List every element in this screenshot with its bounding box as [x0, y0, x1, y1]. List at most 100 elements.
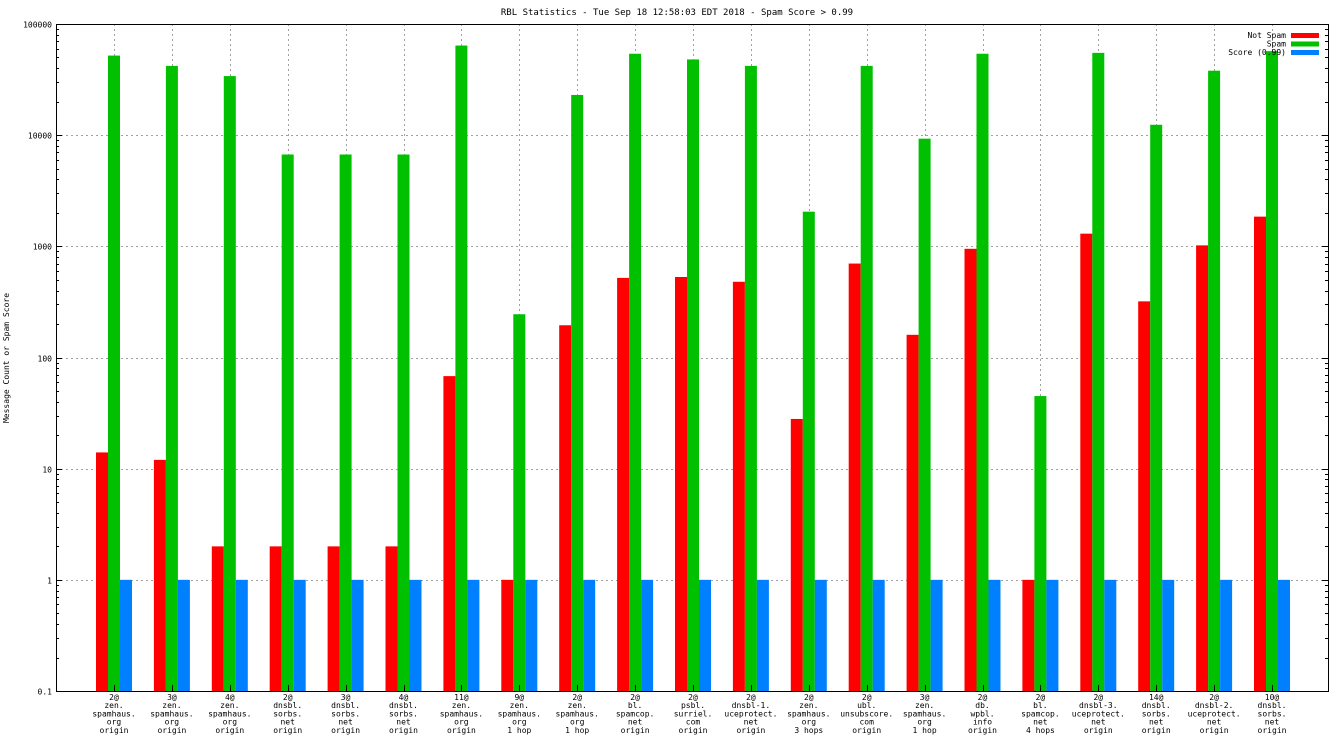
x-tick-label: 2@ bl. spamcop. net 4 hops — [1021, 693, 1060, 735]
axis-ticks: 0.1 1 10 100 1000 10000 100000 — [23, 21, 1328, 697]
bar-spam — [281, 154, 294, 692]
bar-score-0-99 — [351, 579, 364, 691]
y-tick-label: 0.1 — [38, 688, 53, 697]
bars — [96, 45, 1290, 692]
bar-not-spam — [1254, 216, 1266, 691]
bar-not-spam — [269, 546, 282, 691]
bar-spam — [802, 211, 815, 691]
bar-score-0-99 — [1104, 579, 1117, 691]
bar-not-spam — [1196, 245, 1209, 692]
bar-not-spam — [675, 276, 687, 691]
bar-score-0-99 — [177, 579, 190, 691]
bar-score-0-99 — [120, 579, 132, 691]
bar-score-0-99 — [467, 579, 480, 691]
bar-score-0-99 — [583, 579, 596, 691]
x-tick-label: 2@ dnsbl-2. uceprotect. net origin — [1188, 693, 1241, 735]
bar-not-spam — [617, 277, 630, 691]
bar-not-spam — [906, 334, 919, 691]
bar-spam — [1266, 51, 1278, 692]
bar-spam — [165, 65, 178, 691]
bar-score-0-99 — [930, 579, 943, 691]
bar-spam — [976, 53, 989, 691]
bar-not-spam — [1080, 233, 1093, 691]
y-tick-label: 1 — [47, 577, 52, 586]
bar-score-0-99 — [814, 579, 827, 691]
bar-score-0-99 — [988, 579, 1001, 691]
bar-not-spam — [732, 281, 745, 691]
bar-not-spam — [96, 452, 108, 691]
x-tick-label: 2@ dnsbl-3. uceprotect. net origin — [1072, 693, 1125, 735]
bar-score-0-99 — [699, 579, 711, 691]
bar-spam — [108, 55, 120, 691]
legend-swatch — [1291, 50, 1319, 55]
bar-not-spam — [501, 579, 514, 691]
y-tick-label: 1000 — [33, 243, 52, 252]
y-axis-label: Message Count or Spam Score — [2, 293, 11, 423]
bar-spam — [1034, 396, 1047, 691]
bar-score-0-99 — [525, 579, 538, 691]
bar-not-spam — [559, 325, 572, 691]
bar-spam — [860, 65, 873, 691]
bar-not-spam — [327, 546, 340, 691]
bar-spam — [339, 154, 352, 692]
x-tick-label: 2@ db. wpbl. info origin — [968, 693, 997, 735]
x-tick-label: 4@ zen. spamhaus. org origin — [208, 693, 251, 735]
x-tick-label: 2@ dnsbl. sorbs. net origin — [273, 693, 302, 735]
x-tick-label: 3@ zen. spamhaus. org origin — [150, 693, 193, 735]
bar-spam — [918, 138, 931, 692]
y-tick-label: 10 — [42, 466, 52, 475]
x-tick-label: 2@ zen. spamhaus. org origin — [92, 693, 135, 735]
x-tick-label: 14@ dnsbl. sorbs. net origin — [1142, 693, 1171, 735]
bar-not-spam — [848, 263, 861, 691]
legend-label: Not Spam — [1247, 31, 1286, 40]
bar-spam — [397, 154, 410, 692]
bar-spam — [513, 314, 526, 691]
legend-swatch — [1291, 41, 1319, 47]
x-tick-label: 2@ dnsbl-1. uceprotect. net origin — [724, 693, 777, 735]
x-tick-label: 3@ dnsbl. sorbs. net origin — [331, 693, 360, 735]
legend-label: Spam — [1267, 40, 1286, 49]
bar-spam — [687, 59, 699, 691]
legend-swatch — [1291, 33, 1319, 38]
bar-score-0-99 — [293, 579, 306, 691]
bar-not-spam — [964, 248, 977, 691]
x-tick-label: 10@ dnsbl. sorbs. net origin — [1258, 693, 1287, 735]
x-tick-label: 2@ bl. spamcop. net origin — [616, 693, 655, 735]
bar-spam — [1208, 70, 1221, 692]
bar-spam — [223, 76, 236, 691]
bar-not-spam — [1138, 301, 1151, 691]
bar-score-0-99 — [756, 579, 769, 691]
x-tick-label: 3@ zen. spamhaus. org 1 hop — [903, 693, 946, 735]
bar-spam — [571, 94, 584, 691]
bar-score-0-99 — [409, 579, 422, 691]
bar-not-spam — [443, 376, 456, 691]
x-tick-label: 2@ zen. spamhaus. org 3 hops — [787, 693, 830, 735]
y-tick-label: 10000 — [28, 132, 52, 141]
bar-not-spam — [153, 459, 166, 691]
bar-not-spam — [211, 546, 224, 691]
x-tick-label: 9@ zen. spamhaus. org 1 hop — [498, 693, 541, 735]
legend-label: Score (0.99) — [1228, 48, 1286, 57]
x-tick-label: 2@ zen. spamhaus. org 1 hop — [556, 693, 599, 735]
y-tick-label: 100 — [38, 355, 53, 364]
y-tick-label: 100000 — [23, 21, 52, 30]
bar-score-0-99 — [235, 579, 248, 691]
bar-score-0-99 — [1278, 579, 1290, 691]
bar-spam — [629, 53, 642, 691]
bar-score-0-99 — [1046, 579, 1059, 691]
x-tick-labels: 2@ zen. spamhaus. org origin 3@ zen. spamhaus. o… — [92, 693, 1286, 735]
bar-score-0-99 — [1162, 579, 1175, 691]
x-tick-label: 2@ ubl. unsubscore. com origin — [840, 693, 893, 735]
chart-title: RBL Statistics - Tue Sep 18 12:58:03 EDT… — [501, 8, 853, 18]
x-tick-label: 4@ dnsbl. sorbs. net origin — [389, 693, 418, 735]
x-tick-label: 11@ zen. spamhaus. org origin — [440, 693, 483, 735]
bar-spam — [744, 65, 757, 691]
bar-spam — [455, 45, 468, 691]
bar-spam — [1092, 52, 1105, 691]
bar-score-0-99 — [872, 579, 885, 691]
bar-not-spam — [385, 546, 398, 691]
bar-spam — [1150, 124, 1163, 691]
bar-not-spam — [790, 418, 803, 691]
